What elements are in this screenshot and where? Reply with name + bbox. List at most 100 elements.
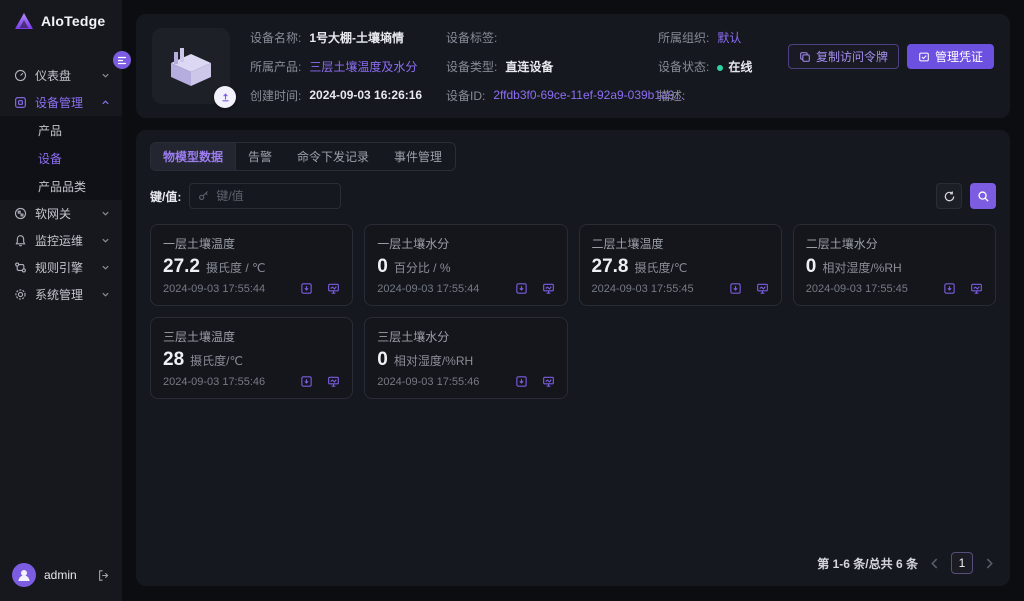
sidebar-item-product-categories[interactable]: 产品品类 bbox=[0, 172, 122, 200]
device-actions: 复制访问令牌 管理凭证 bbox=[787, 44, 994, 69]
device-status-value: 在线 bbox=[717, 58, 752, 75]
created-time-value: 2024-09-03 16:26:16 bbox=[309, 88, 423, 102]
property-name: 三层土壤水分 bbox=[377, 330, 450, 344]
copy-access-token-button[interactable]: 复制访问令牌 bbox=[787, 44, 899, 69]
device-name-value: 1号大棚-土壤墒情 bbox=[309, 30, 405, 45]
device-data-panel: 物模型数据 告警 命令下发记录 事件管理 键/值: bbox=[136, 130, 1010, 586]
history-download-icon[interactable] bbox=[300, 375, 313, 388]
property-timestamp: 2024-09-03 17:55:46 bbox=[163, 375, 266, 388]
property-card: 三层土壤水分 0 相对湿度/%RH 2024-09-03 17:55:46 bbox=[364, 317, 568, 399]
sidebar-item-devices[interactable]: 设备 bbox=[0, 144, 122, 172]
tab-thing-model-data[interactable]: 物模型数据 bbox=[151, 143, 237, 170]
chart-view-icon[interactable] bbox=[970, 282, 983, 295]
sidebar-item-rule-engine[interactable]: 规则引擎 bbox=[0, 254, 122, 281]
sidebar-item-monitoring-ops[interactable]: 监控运维 bbox=[0, 227, 122, 254]
field-label: 所属组织: bbox=[658, 30, 710, 45]
next-page-icon[interactable] bbox=[985, 558, 994, 569]
chevron-down-icon bbox=[101, 236, 110, 245]
chart-view-icon[interactable] bbox=[542, 282, 555, 295]
property-card: 二层土壤温度 27.8 摄氏度/℃ 2024-09-03 17:55:45 bbox=[578, 224, 782, 306]
bell-icon bbox=[14, 234, 27, 247]
field-label: 设备名称: bbox=[250, 30, 302, 45]
copy-icon bbox=[800, 51, 810, 62]
sidebar-item-label: 监控运维 bbox=[35, 234, 84, 248]
sidebar-item-soft-gateway[interactable]: 软网关 bbox=[0, 200, 122, 227]
field-label: 设备ID: bbox=[446, 88, 486, 103]
sidebar-collapse-button[interactable] bbox=[113, 51, 131, 69]
property-name: 二层土壤水分 bbox=[805, 237, 878, 251]
property-card: 一层土壤温度 27.2 摄氏度 / ℃ 2024-09-03 17:55:44 bbox=[150, 224, 354, 306]
tab-command-log[interactable]: 命令下发记录 bbox=[297, 150, 370, 164]
avatar[interactable] bbox=[12, 563, 36, 587]
field-label: 设备状态: bbox=[658, 59, 710, 74]
username: admin bbox=[44, 568, 77, 582]
copy-access-token-label: 复制访问令牌 bbox=[815, 50, 888, 64]
field-label: 设备类型: bbox=[446, 59, 498, 74]
property-value: 0 bbox=[805, 256, 817, 277]
field-label: 设备标签: bbox=[446, 30, 498, 45]
history-download-icon[interactable] bbox=[943, 282, 956, 295]
prev-page-icon[interactable] bbox=[930, 558, 939, 569]
sidebar-item-device-mgmt[interactable]: 设备管理 bbox=[0, 89, 122, 116]
property-unit: 百分比 / % bbox=[393, 261, 451, 275]
gateway-icon bbox=[14, 207, 27, 220]
product-link[interactable]: 三层土壤温度及水分 bbox=[309, 59, 418, 74]
property-value: 0 bbox=[377, 256, 388, 277]
sidebar-user: admin bbox=[0, 551, 122, 601]
property-unit: 相对湿度/%RH bbox=[393, 354, 474, 368]
main-content: 设备名称: 1号大棚-土壤墒情 所属产品: 三层土壤温度及水分 创建时间: 20… bbox=[122, 0, 1024, 601]
sidebar: AIoTedge 仪表盘 设备管理 bbox=[0, 0, 122, 601]
chart-view-icon[interactable] bbox=[327, 375, 340, 388]
org-link[interactable]: 默认 bbox=[717, 30, 742, 45]
history-download-icon[interactable] bbox=[515, 282, 528, 295]
device-info-panel: 设备名称: 1号大棚-土壤墒情 所属产品: 三层土壤温度及水分 创建时间: 20… bbox=[136, 14, 1010, 118]
chart-view-icon[interactable] bbox=[327, 282, 340, 295]
pagination-summary: 第 1-6 条/总共 6 条 bbox=[817, 556, 918, 571]
chart-view-icon[interactable] bbox=[756, 282, 769, 295]
property-value: 0 bbox=[377, 349, 388, 370]
sidebar-item-dashboard[interactable]: 仪表盘 bbox=[0, 62, 122, 89]
sidebar-item-products[interactable]: 产品 bbox=[0, 116, 122, 144]
history-download-icon[interactable] bbox=[515, 375, 528, 388]
property-name: 一层土壤温度 bbox=[163, 237, 236, 251]
refresh-button[interactable] bbox=[936, 183, 962, 209]
sidebar-item-label: 软网关 bbox=[35, 207, 72, 221]
property-timestamp: 2024-09-03 17:55:44 bbox=[163, 282, 266, 295]
property-unit: 摄氏度/℃ bbox=[190, 354, 243, 368]
tab-alerts[interactable]: 告警 bbox=[248, 150, 273, 164]
property-unit: 摄氏度 / ℃ bbox=[205, 261, 266, 275]
page-number-button[interactable]: 1 bbox=[951, 552, 973, 574]
property-name: 二层土壤温度 bbox=[591, 237, 664, 251]
property-card: 三层土壤温度 28 摄氏度/℃ 2024-09-03 17:55:46 bbox=[150, 317, 354, 399]
chevron-down-icon bbox=[101, 263, 110, 272]
sidebar-item-label: 规则引擎 bbox=[35, 261, 84, 275]
device-id-link[interactable]: 2ffdb3f0-69ce-11ef-92a9-039b1a9... bbox=[493, 88, 685, 102]
sidebar-item-system-mgmt[interactable]: 系统管理 bbox=[0, 281, 122, 308]
field-label: 所属产品: bbox=[250, 59, 302, 74]
manage-credentials-button[interactable]: 管理凭证 bbox=[906, 44, 994, 69]
logout-icon[interactable] bbox=[97, 569, 110, 582]
sidebar-item-label: 产品 bbox=[38, 123, 63, 138]
history-download-icon[interactable] bbox=[729, 282, 742, 295]
device-type-value: 直连设备 bbox=[505, 59, 554, 74]
device-info-grid: 设备名称: 1号大棚-土壤墒情 所属产品: 三层土壤温度及水分 创建时间: 20… bbox=[250, 28, 828, 104]
history-download-icon[interactable] bbox=[300, 282, 313, 295]
pagination: 第 1-6 条/总共 6 条 1 bbox=[817, 552, 994, 574]
chevron-up-icon bbox=[101, 98, 110, 107]
property-cards-grid: 一层土壤温度 27.2 摄氏度 / ℃ 2024-09-03 17:55:44 一… bbox=[150, 224, 996, 399]
upload-image-button[interactable] bbox=[214, 86, 236, 108]
property-timestamp: 2024-09-03 17:55:46 bbox=[377, 375, 480, 388]
search-icon bbox=[977, 190, 989, 202]
field-label: 创建时间: bbox=[250, 88, 302, 103]
chart-view-icon[interactable] bbox=[542, 375, 555, 388]
key-value-input[interactable] bbox=[189, 183, 342, 209]
tab-event-mgmt[interactable]: 事件管理 bbox=[394, 150, 443, 164]
manage-credentials-label: 管理凭证 bbox=[934, 50, 983, 64]
property-value: 27.2 bbox=[163, 256, 200, 277]
property-name: 三层土壤温度 bbox=[163, 330, 236, 344]
online-status-dot bbox=[717, 64, 724, 71]
search-button[interactable] bbox=[970, 183, 996, 209]
sidebar-item-label: 系统管理 bbox=[35, 288, 84, 302]
menu-lines-icon bbox=[118, 56, 126, 64]
